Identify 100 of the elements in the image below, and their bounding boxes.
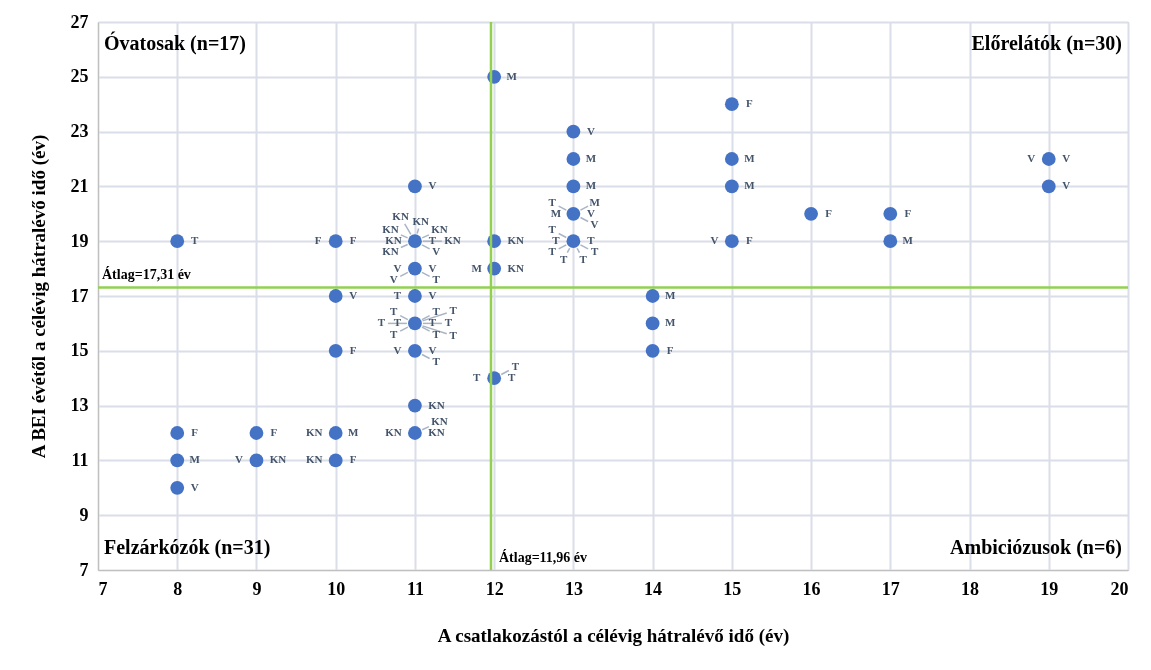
point: [566, 124, 581, 139]
annotation: T: [552, 234, 561, 247]
y-tick-label: 11: [71, 449, 89, 470]
annotation: T: [432, 327, 441, 340]
annotation: T: [579, 252, 588, 265]
point: [328, 234, 343, 249]
annotation: V: [1062, 152, 1071, 164]
annotation: M: [744, 179, 756, 192]
annotation: Előrelátók (n=30): [971, 32, 1122, 55]
annotation: M: [348, 426, 359, 438]
point: [566, 152, 581, 166]
annotation: T: [428, 234, 437, 247]
annotation: V: [428, 179, 437, 192]
point: [328, 453, 343, 468]
y-tick-label: 19: [70, 230, 89, 251]
x-tick-label: 15: [723, 578, 742, 599]
annotation: F: [270, 426, 278, 438]
annotation: M: [550, 206, 562, 219]
x-axis-title: A csatlakozástól a célévig hátralévő idő (év): [437, 624, 790, 647]
point: [170, 234, 185, 249]
annotation: T: [377, 316, 386, 329]
x-tick-label: 12: [485, 578, 504, 599]
annotation: F: [666, 343, 674, 356]
point: [645, 289, 660, 303]
annotation: KN: [431, 223, 448, 236]
annotation: F: [349, 234, 357, 247]
x-tick-label: 14: [644, 578, 663, 599]
point: [408, 289, 422, 303]
annotation: KN: [507, 261, 524, 274]
point: [249, 453, 264, 468]
annotation: KN: [428, 426, 445, 438]
annotation: M: [902, 234, 914, 247]
annotation: V: [389, 272, 398, 285]
annotation: T: [587, 234, 596, 247]
y-tick-label: 17: [70, 285, 89, 306]
annotation: M: [189, 453, 201, 466]
annotation: M: [589, 195, 601, 208]
annotation: V: [190, 480, 199, 493]
annotation: T: [548, 223, 557, 236]
point: [328, 289, 343, 303]
y-tick-label: 9: [79, 504, 89, 525]
point: [408, 398, 422, 413]
annotation: KN: [385, 234, 402, 247]
point: [408, 261, 422, 276]
point: [724, 179, 739, 194]
annotation: M: [664, 316, 676, 329]
annotation: KN: [382, 245, 399, 258]
annotation: M: [471, 261, 483, 274]
point: [170, 480, 185, 495]
annotation: KN: [431, 414, 448, 427]
x-tick-label: 8: [173, 578, 183, 599]
annotation: Ambiciózusok (n=6): [950, 536, 1122, 559]
annotation: T: [432, 354, 441, 367]
x-tick-label: 17: [881, 578, 900, 599]
annotation: T: [393, 289, 402, 301]
annotation: Felzárkózók (n=31): [104, 536, 271, 559]
annotation: V: [234, 453, 243, 466]
point: [883, 206, 898, 221]
annotation: M: [585, 152, 597, 164]
annotation: V: [1027, 152, 1036, 164]
annotation: KN: [507, 234, 524, 247]
annotation: KN: [305, 426, 323, 438]
annotation: V: [428, 289, 437, 301]
annotation: F: [904, 206, 912, 219]
y-tick-label: 25: [70, 66, 89, 87]
point: [1041, 179, 1056, 194]
y-tick-label: 21: [70, 175, 89, 196]
annotation: F: [349, 343, 357, 356]
y-tick-label: 27: [70, 11, 89, 32]
annotation: V: [1062, 179, 1071, 192]
x-tick-label: 7: [98, 578, 108, 599]
y-tick-label: 23: [70, 121, 89, 142]
point: [1041, 152, 1056, 166]
annotation: T: [449, 303, 458, 316]
annotation: V: [393, 261, 402, 274]
annotation: F: [314, 234, 322, 247]
annotation: KN: [269, 453, 287, 466]
point: [328, 343, 343, 358]
point: [566, 206, 581, 221]
annotation: M: [585, 179, 597, 192]
ref-line-label: Átlag=17,31 év: [102, 265, 191, 282]
point: [170, 426, 185, 440]
annotation: M: [506, 69, 518, 82]
x-tick-label: 10: [327, 578, 346, 599]
annotation: KN: [392, 209, 409, 222]
annotation: V: [432, 245, 441, 258]
point: [724, 152, 739, 166]
x-tick-label: 18: [961, 578, 980, 599]
annotation: T: [548, 195, 557, 208]
annotation: V: [590, 217, 599, 230]
point: [645, 343, 660, 358]
point: [408, 234, 422, 249]
annotation: T: [449, 328, 458, 341]
annotation: T: [590, 245, 599, 258]
y-tick-label: 13: [70, 395, 89, 416]
point: [408, 343, 422, 358]
annotation: T: [511, 360, 520, 373]
point: [883, 234, 898, 249]
point: [804, 206, 818, 221]
annotation: F: [349, 453, 357, 466]
